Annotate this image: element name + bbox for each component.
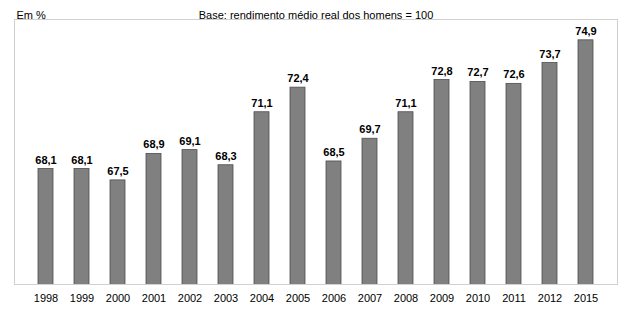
svg-text:2000: 2000 <box>106 292 130 304</box>
svg-text:72,8: 72,8 <box>431 65 452 77</box>
svg-text:2015: 2015 <box>574 292 598 304</box>
svg-text:72,7: 72,7 <box>467 66 488 78</box>
svg-text:74,9: 74,9 <box>575 25 596 37</box>
svg-text:68,3: 68,3 <box>215 150 236 162</box>
svg-text:68,1: 68,1 <box>35 154 56 166</box>
svg-text:2004: 2004 <box>250 292 274 304</box>
svg-text:72,4: 72,4 <box>287 72 309 84</box>
svg-text:68,1: 68,1 <box>71 154 92 166</box>
svg-text:69,7: 69,7 <box>359 123 380 135</box>
svg-text:2003: 2003 <box>214 292 238 304</box>
svg-text:2001: 2001 <box>142 292 166 304</box>
svg-text:Base: rendimento médio real do: Base: rendimento médio real dos homens =… <box>199 9 434 21</box>
svg-text:1998: 1998 <box>34 292 58 304</box>
svg-text:2011: 2011 <box>502 292 526 304</box>
svg-text:71,1: 71,1 <box>395 97 416 109</box>
svg-text:2010: 2010 <box>466 292 490 304</box>
svg-text:71,1: 71,1 <box>251 97 272 109</box>
svg-text:68,9: 68,9 <box>143 138 164 150</box>
svg-text:72,6: 72,6 <box>503 68 524 80</box>
svg-text:69,1: 69,1 <box>179 135 200 147</box>
svg-text:2007: 2007 <box>358 292 382 304</box>
svg-text:Em %: Em % <box>17 9 47 21</box>
svg-text:2006: 2006 <box>322 292 346 304</box>
svg-text:2005: 2005 <box>286 292 310 304</box>
svg-text:2008: 2008 <box>394 292 418 304</box>
svg-text:68,5: 68,5 <box>323 146 344 158</box>
svg-text:73,7: 73,7 <box>539 48 560 60</box>
svg-text:1999: 1999 <box>70 292 94 304</box>
svg-text:2012: 2012 <box>538 292 562 304</box>
svg-text:2009: 2009 <box>430 292 454 304</box>
svg-text:2002: 2002 <box>178 292 202 304</box>
svg-text:67,5: 67,5 <box>107 165 128 177</box>
